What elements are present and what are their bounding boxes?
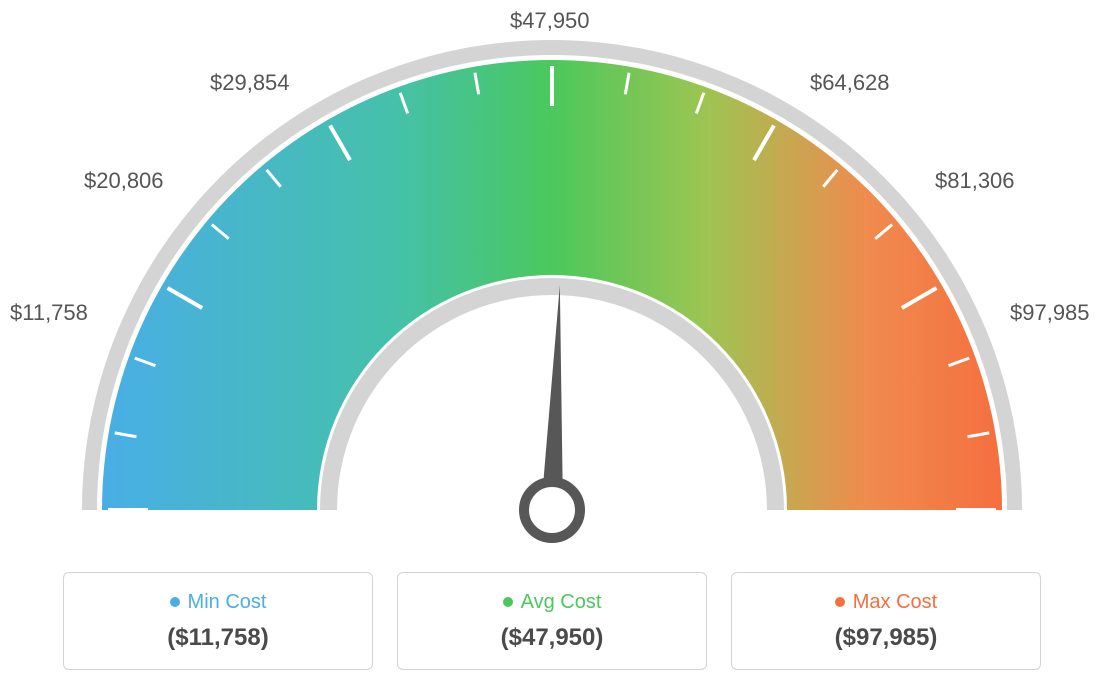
legend-title-row: Min Cost: [170, 591, 267, 614]
tick-label: $47,950: [510, 8, 590, 34]
legend-card-min: Min Cost ($11,758): [63, 572, 373, 670]
gauge-svg: [0, 0, 1104, 555]
legend-title-min: Min Cost: [188, 591, 267, 614]
legend-title-max: Max Cost: [853, 591, 937, 614]
legend-value-max: ($97,985): [835, 624, 938, 652]
legend-card-avg: Avg Cost ($47,950): [397, 572, 707, 670]
gauge-chart-container: $11,758 $20,806 $29,854 $47,950 $64,628 $81,3…: [0, 0, 1104, 690]
tick-label: $64,628: [810, 70, 890, 96]
legend-dot-min: [170, 597, 180, 607]
legend-card-max: Max Cost ($97,985): [731, 572, 1041, 670]
tick-label: $29,854: [210, 70, 290, 96]
tick-label: $11,758: [10, 300, 88, 326]
legend-title-row: Avg Cost: [503, 591, 602, 614]
legend-value-min: ($11,758): [167, 624, 268, 652]
legend-title-avg: Avg Cost: [521, 591, 602, 614]
legend-area: Min Cost ($11,758) Avg Cost ($47,950) Ma…: [0, 572, 1104, 670]
legend-dot-max: [835, 597, 845, 607]
tick-label: $20,806: [84, 168, 164, 194]
legend-dot-avg: [503, 597, 513, 607]
legend-title-row: Max Cost: [835, 591, 937, 614]
tick-label: $81,306: [935, 168, 1015, 194]
legend-value-avg: ($47,950): [501, 624, 604, 652]
gauge-area: $11,758 $20,806 $29,854 $47,950 $64,628 $81,3…: [0, 0, 1104, 555]
tick-label: $97,985: [1010, 300, 1090, 326]
